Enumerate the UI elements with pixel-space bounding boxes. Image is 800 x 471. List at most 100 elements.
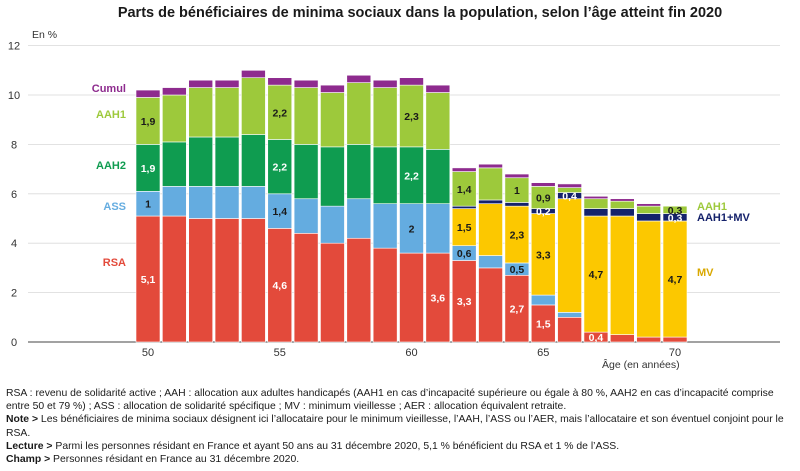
data-label: 2 (409, 223, 415, 235)
bar-segment-aah1-51 (162, 94, 187, 143)
bar-segment-ass-53 (214, 186, 240, 219)
data-label: 3,3 (536, 249, 551, 261)
bar-segment-cumul-60 (399, 77, 424, 86)
bar-segment-aah2-59 (372, 146, 398, 204)
bar-segment-cumul-55 (267, 77, 293, 86)
legend-label-right: AAH1 (697, 201, 727, 213)
bar-segment-rsa-53 (214, 218, 240, 343)
bar-segment-cumul-67 (583, 195, 609, 200)
bar-segment-cumul-51 (162, 87, 187, 96)
bar-segment-aah1-58 (346, 82, 372, 145)
bar-segment-cumul-63 (478, 163, 503, 169)
legend-label-left: AAH1 (96, 109, 126, 121)
champ-label: Champ > (6, 454, 51, 466)
bar-segment-aah2-61 (425, 149, 451, 204)
bar-segment-aah1-mv-68 (609, 208, 635, 217)
bar-segment-aah1-apr-s-mv--67 (583, 198, 609, 209)
bar-segment-ass-58 (346, 198, 372, 239)
bar-segment-rsa-58 (346, 237, 372, 343)
bar-segment-mv-68 (609, 215, 635, 335)
notes-definitions: RSA : revenu de solidarité active ; AAH … (6, 388, 774, 413)
y-tick-label: 4 (11, 238, 17, 250)
bar-segment-aah2-57 (320, 146, 345, 207)
x-tick-label: 60 (405, 347, 417, 359)
notes-lecture: Lecture > Parmi les personnes résidant e… (6, 440, 796, 453)
legend-label-right: MV (697, 267, 714, 279)
bar-segment-ass-66 (557, 312, 582, 318)
bar-segment-cumul-57 (320, 84, 345, 93)
bar-segment-rsa-56 (293, 233, 319, 343)
bar-segment-cumul-66 (557, 183, 582, 188)
bar-segment-ass-50 (135, 191, 161, 217)
bar-segment-cumul-52 (188, 79, 213, 88)
bar-segment-mv-69 (636, 220, 661, 338)
bar-segment-mv-65 (530, 213, 556, 296)
bar-segment-aah1-apr-s-mv--70 (662, 205, 688, 214)
bar-segment-aah1-mv-62 (451, 205, 477, 209)
chart-title: Parts de bénéficiaires de minima sociaux… (118, 5, 722, 21)
bar-segment-aah2-60 (399, 146, 424, 204)
data-label: 4,7 (668, 274, 683, 286)
bar-segment-ass-57 (320, 205, 345, 244)
bar-segment-aah2-50 (135, 144, 161, 192)
bar-segment-rsa-52 (188, 218, 213, 343)
bars (135, 70, 688, 343)
legend-label-left: AAH2 (96, 160, 126, 172)
bar-segment-aah1-50 (135, 97, 161, 145)
bar-segment-aah1-mv-64 (504, 202, 530, 207)
bar-segment-rsa-65 (530, 304, 556, 343)
x-tick-label: 55 (274, 347, 286, 359)
bar-segment-aah1-55 (267, 84, 293, 140)
bar-segment-aah1-mv-67 (583, 208, 609, 217)
data-label: 0,9 (536, 193, 551, 205)
bar-segment-rsa-57 (320, 242, 345, 343)
x-tick-label: 70 (669, 347, 681, 359)
data-label: 1,9 (141, 116, 156, 128)
bar-segment-aah1-52 (188, 87, 213, 138)
bar-segment-mv-66 (557, 198, 582, 313)
bar-segment-ass-54 (241, 186, 266, 219)
bar-segment-aah1-54 (241, 77, 266, 135)
bar-segment-rsa-60 (399, 252, 424, 343)
bar-segment-ass-56 (293, 198, 319, 234)
legend-label-left: RSA (103, 257, 126, 269)
champ-text: Personnes résidant en France au 31 décem… (50, 454, 300, 466)
bar-segment-cumul-50 (135, 89, 161, 98)
bar-segment-rsa-59 (372, 247, 398, 343)
bar-segment-rsa-61 (425, 252, 451, 343)
bar-segment-aah2-56 (293, 144, 319, 200)
bar-segment-cumul-58 (346, 74, 372, 83)
data-label: 3,6 (431, 293, 446, 305)
data-label: 0,4 (562, 191, 577, 203)
bar-segment-aah2-58 (346, 144, 372, 200)
y-tick-label: 0 (11, 337, 17, 349)
bar-segment-rsa-70 (662, 336, 688, 343)
data-label: 1,4 (272, 206, 287, 218)
bar-segment-aah1-apr-s-mv--68 (609, 200, 635, 209)
bar-segment-rsa-55 (267, 228, 293, 343)
data-label: 0,3 (668, 212, 683, 224)
bar-segment-cumul-54 (241, 70, 266, 79)
data-label: 2,3 (404, 111, 419, 123)
notes-champ: Champ > Personnes résidant en France au … (6, 453, 796, 466)
bar-segment-ass-61 (425, 203, 451, 254)
bar-segment-rsa-51 (162, 215, 187, 343)
bar-segment-cumul-61 (425, 84, 451, 93)
bar-segment-cumul-59 (372, 79, 398, 88)
bar-segment-cumul-56 (293, 79, 319, 88)
bar-segment-aah2-52 (188, 136, 213, 187)
data-label: 0,3 (668, 205, 683, 217)
legend-label-left: ASS (103, 201, 126, 213)
data-label: 2,7 (510, 304, 525, 316)
bar-segment-aah1-63 (478, 167, 503, 201)
data-label: 0,2 (536, 206, 551, 218)
note-text: Les bénéficiaires de minima sociaux dési… (6, 414, 784, 439)
bar-segment-aah2-54 (241, 134, 266, 187)
bar-segment-aah1-60 (399, 84, 424, 148)
bar-segment-mv-70 (662, 220, 688, 338)
bar-segment-ass-55 (267, 193, 293, 229)
x-tick-label: 65 (537, 347, 549, 359)
bar-segment-cumul-62 (451, 167, 477, 172)
bar-segment-cumul-65 (530, 182, 556, 187)
